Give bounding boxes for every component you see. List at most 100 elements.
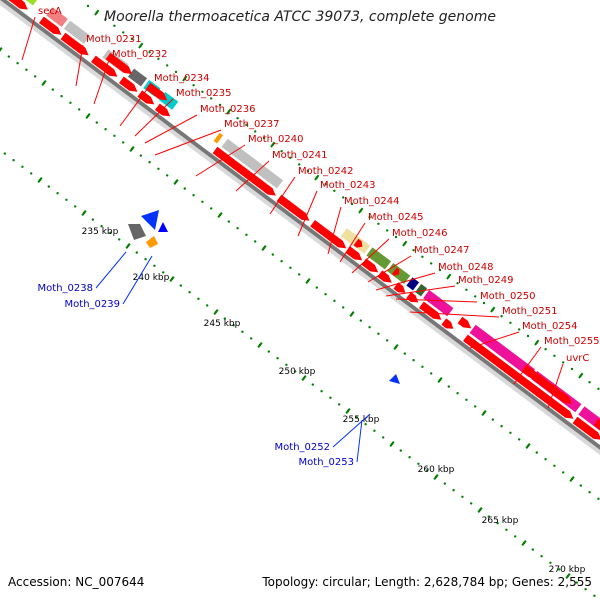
leader-line — [367, 255, 412, 283]
reverse-cds-small — [158, 222, 168, 232]
tick-dot-0 — [333, 189, 336, 192]
tick-dot-1 — [183, 187, 186, 190]
backbone-line-inner — [0, 0, 600, 456]
cds-arrow-lane2-3 — [353, 238, 363, 248]
scale-label: 260 kbp — [418, 465, 455, 475]
tick-mark-0 — [402, 240, 408, 247]
backbone-arc — [0, 0, 600, 456]
tick-mark-1 — [305, 278, 311, 284]
tick-dot-2 — [21, 165, 24, 168]
tick-dot-2 — [461, 495, 464, 498]
tick-dot-1 — [465, 398, 468, 401]
leader-line — [21, 16, 36, 61]
gene-label-forward: Moth_0247 — [414, 245, 469, 256]
tick-dot-2 — [206, 304, 209, 307]
tick-dot-2 — [109, 231, 112, 234]
leader-line — [351, 238, 390, 274]
tick-mark-1 — [261, 245, 267, 251]
gene-label-forward: Moth_0255 — [544, 336, 599, 347]
gene-label-forward: Moth_0236 — [200, 104, 255, 115]
tick-dot-2 — [144, 258, 147, 261]
tick-dot-2 — [558, 568, 561, 571]
tick-dot-2 — [294, 370, 297, 373]
tick-mark-0 — [270, 141, 276, 148]
cds-arrow-outer-0 — [8, 0, 28, 10]
feature-box-10 — [365, 246, 393, 271]
leader-line-reverse — [332, 413, 371, 448]
tick-dot-1 — [509, 431, 512, 434]
tick-dot-1 — [210, 207, 213, 210]
scale-labels: 235 kbp 240 kbp 245 kbp 250 kbp 255 kbp 260 k… — [82, 227, 586, 575]
tick-dot-0 — [482, 301, 486, 305]
tick-dot-0 — [465, 288, 468, 291]
tick-dot-2 — [232, 324, 235, 327]
tick-mark-1 — [0, 46, 3, 52]
tick-dot-0 — [553, 354, 556, 357]
leader-line-reverse — [95, 251, 127, 289]
tick-dot-2 — [153, 264, 156, 267]
tick-mark-1 — [525, 443, 531, 449]
cds-arrow-outer-9 — [310, 220, 347, 249]
tick-dot-1 — [368, 326, 371, 329]
tick-dot-2 — [91, 218, 95, 221]
tick-dot-1 — [51, 88, 54, 91]
tick-mark-2 — [521, 539, 527, 547]
gene-label-forward: Moth_0232 — [112, 49, 167, 60]
tick-dot-0 — [122, 31, 125, 34]
tick-dot-0 — [174, 70, 178, 74]
tick-dot-2 — [12, 159, 15, 162]
leader-line — [297, 190, 318, 237]
tick-dot-1 — [78, 108, 81, 111]
tick-dot-2 — [382, 436, 385, 439]
tick-dot-0 — [148, 51, 151, 54]
cds-arrow-lane2-7 — [593, 418, 600, 431]
feature-box-9 — [339, 227, 372, 255]
gene-label-forward: Moth_0245 — [368, 212, 423, 223]
tick-dot-0 — [192, 84, 195, 87]
tick-dot-2 — [47, 185, 50, 188]
tick-dot-1 — [201, 200, 204, 203]
tick-dot-1 — [491, 418, 494, 421]
tick-dot-0 — [350, 202, 354, 206]
tick-dot-0 — [421, 255, 424, 258]
tick-dot-1 — [474, 405, 477, 408]
tick-dot-2 — [575, 581, 578, 584]
tick-dot-2 — [135, 251, 138, 254]
tick-dot-1 — [16, 62, 19, 65]
cds-arrow-outer-11 — [361, 258, 379, 273]
leader-line — [195, 144, 246, 177]
tick-dot-1 — [535, 451, 538, 454]
scale-label: 250 kbp — [279, 367, 316, 377]
tick-dot-0 — [289, 156, 292, 159]
tick-dot-1 — [166, 174, 169, 177]
feature-box-12 — [405, 276, 421, 292]
topology-text: Topology: circular; Length: 2,628,784 bp… — [262, 575, 592, 589]
scale-label: 240 kbp — [133, 273, 170, 283]
tick-dot-2 — [311, 383, 314, 386]
inner-feature-gray — [128, 224, 146, 240]
tick-dot-0 — [509, 321, 512, 324]
tick-dot-1 — [403, 352, 406, 355]
gene-label-reverse: Moth_0238 — [38, 283, 93, 294]
tick-dot-0 — [210, 97, 213, 100]
tick-dot-1 — [456, 392, 459, 395]
tick-dot-0 — [218, 103, 222, 107]
tick-dot-1 — [588, 491, 591, 494]
tick-mark-2 — [389, 441, 395, 447]
tick-dot-1 — [34, 75, 37, 78]
tick-mark-2 — [81, 210, 87, 216]
tick-dot-0 — [324, 183, 327, 186]
tick-dot-1 — [412, 359, 415, 362]
tick-dot-0 — [130, 37, 134, 41]
tick-dot-1 — [597, 497, 600, 500]
cds-arrow-outer-12 — [377, 270, 392, 283]
leader-line — [513, 346, 542, 385]
map-title: Moorella thermoacetica ATCC 39073, compl… — [104, 9, 496, 25]
cds-arrow-outer-1 — [39, 16, 62, 35]
tick-dot-2 — [118, 238, 121, 241]
gene-label-reverse: Moth_0252 — [275, 442, 330, 453]
tick-dot-0 — [166, 64, 169, 67]
tick-dot-2 — [320, 390, 323, 393]
